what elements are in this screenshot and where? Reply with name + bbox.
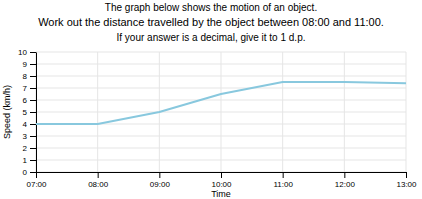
grid-line — [344, 52, 345, 172]
tick: 10 — [18, 48, 36, 57]
tick-mark — [30, 64, 36, 65]
tick-label: 09:00 — [150, 180, 171, 189]
tick-mark — [159, 172, 160, 178]
tick: 13:00 — [396, 172, 417, 189]
tick-label: 7 — [23, 84, 28, 93]
chart: The graph below shows the motion of an o… — [0, 0, 422, 199]
tick-label: 13:00 — [396, 180, 417, 189]
x-axis: 07:00 08:00 09:00 10:00 11:00 12:00 13:00 — [26, 172, 417, 189]
y-axis: 0 1 2 3 4 5 6 7 8 9 10 — [18, 48, 36, 177]
subtitle: If your answer is a decimal, give it to … — [117, 32, 306, 43]
tick-label: 07:00 — [26, 180, 47, 189]
tick: 10:00 — [211, 172, 232, 189]
tick: 2 — [23, 144, 36, 153]
grid — [36, 52, 406, 172]
tick: 9 — [23, 60, 36, 69]
tick-label: 08:00 — [88, 180, 109, 189]
line — [36, 82, 406, 124]
tick-label: 9 — [23, 60, 28, 69]
y-axis-title: Speed (km/h) — [2, 85, 12, 139]
tick-mark — [30, 88, 36, 89]
tick-mark — [30, 100, 36, 101]
tick: 08:00 — [88, 172, 109, 189]
tick: 4 — [23, 120, 36, 129]
tick: 0 — [23, 168, 36, 177]
tick-label: 10 — [18, 48, 27, 57]
tick: 5 — [23, 108, 36, 117]
title: The graph below shows the motion of an o… — [105, 2, 317, 13]
tick: 12:00 — [335, 172, 356, 189]
tick-label: 3 — [23, 132, 28, 141]
marks — [36, 82, 406, 124]
tick: 7 — [23, 84, 36, 93]
tick-label: 8 — [23, 72, 28, 81]
grid-line — [221, 52, 222, 172]
tick-mark — [30, 76, 36, 77]
tick-mark — [30, 52, 36, 53]
tick-label: 5 — [23, 108, 28, 117]
tick-mark — [30, 148, 36, 149]
tick-mark — [344, 172, 345, 178]
tick-label: 0 — [23, 168, 28, 177]
tick-mark — [98, 172, 99, 178]
grid-line — [97, 52, 98, 172]
tick: 1 — [23, 156, 36, 165]
tick-label: 4 — [23, 120, 28, 129]
tick-label: 2 — [23, 144, 28, 153]
subtitle: Work out the distance travelled by the o… — [38, 16, 384, 28]
tick-label: 6 — [23, 96, 28, 105]
tick: 09:00 — [150, 172, 171, 189]
tick: 11:00 — [273, 172, 293, 189]
tick-mark — [30, 160, 36, 161]
tick-mark — [221, 172, 222, 178]
x-axis-title: Time — [211, 189, 231, 199]
tick: 3 — [23, 132, 36, 141]
grid-line — [406, 52, 407, 172]
tick-label: 11:00 — [273, 180, 293, 189]
tick: 07:00 — [26, 172, 47, 189]
tick-mark — [30, 136, 36, 137]
tick: 6 — [23, 96, 36, 105]
tick: 8 — [23, 72, 36, 81]
tick-mark — [36, 172, 37, 178]
plot: 07:00 08:00 09:00 10:00 11:00 12:00 13:00 0 1 2 3 4… — [18, 48, 417, 189]
tick-mark — [406, 172, 407, 178]
grid-line — [282, 52, 283, 172]
tick-mark — [30, 172, 36, 173]
tick-label: 12:00 — [335, 180, 356, 189]
tick-mark — [30, 112, 36, 113]
tick-label: 1 — [23, 156, 28, 165]
tick-mark — [30, 124, 36, 125]
tick-label: 10:00 — [211, 180, 232, 189]
tick-mark — [283, 172, 284, 178]
axis-line — [36, 53, 37, 173]
